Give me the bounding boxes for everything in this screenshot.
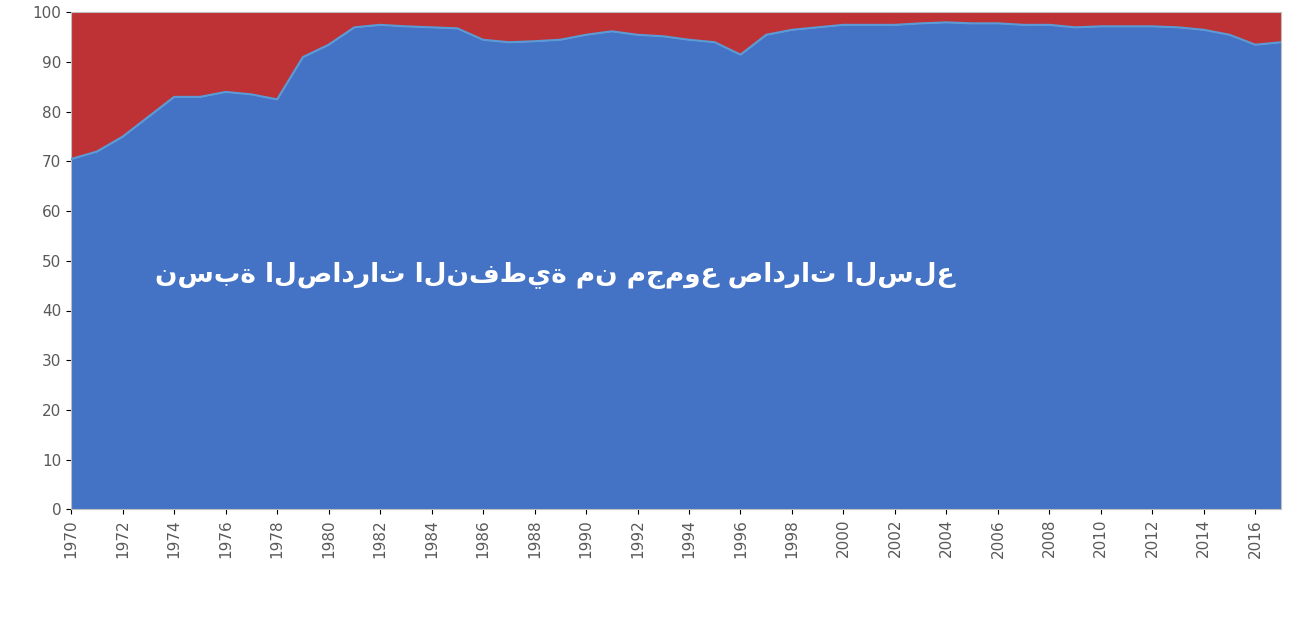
Text: نسبة الصادرات النفطية من مجموع صادرات السلع: نسبة الصادرات النفطية من مجموع صادرات ال… (155, 262, 955, 289)
